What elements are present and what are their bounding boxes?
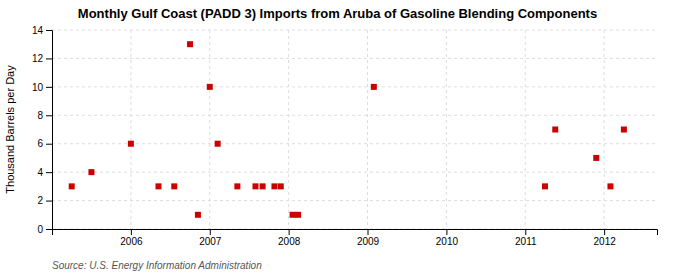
point	[593, 155, 599, 161]
x-grid-line	[367, 30, 368, 229]
point	[371, 84, 377, 90]
x-tick-mark	[446, 229, 447, 235]
y-tick-mark	[46, 30, 52, 31]
x-tick: 2008	[278, 229, 301, 247]
point	[260, 183, 266, 189]
point	[215, 141, 221, 147]
y-tick-label: 2	[37, 195, 43, 206]
x-tick-mark	[210, 229, 211, 235]
y-grid-line	[52, 58, 657, 59]
point	[88, 169, 94, 175]
y-tick-label: 8	[37, 110, 43, 121]
point	[69, 183, 75, 189]
point	[234, 183, 240, 189]
x-grid-line	[604, 30, 605, 229]
y-grid-line	[52, 115, 657, 116]
x-grid-line	[525, 30, 526, 229]
x-tick: 2011	[515, 229, 537, 247]
point	[128, 141, 134, 147]
point	[621, 127, 627, 133]
x-axis: 2006 2007 2008 2009 2010 2011 2012	[53, 229, 658, 247]
y-axis-title: Thousand Barrels per Day	[4, 65, 16, 194]
y-tick: 10	[32, 82, 52, 93]
x-tick-mark	[131, 229, 132, 235]
x-axis-line	[53, 230, 658, 236]
points	[69, 41, 627, 218]
y-tick: 14	[32, 25, 52, 36]
y-tick-mark	[46, 58, 52, 59]
y-grid-line	[52, 172, 657, 173]
chart: 2006 2007 2008 2009 2010 2011 2012 0 2 4 6 8 10 12 14 M…	[0, 0, 675, 275]
x-tick: 2006	[120, 229, 143, 247]
y-tick-mark	[46, 172, 52, 173]
point	[187, 41, 193, 47]
y-tick-mark	[46, 144, 52, 145]
x-tick: 2007	[199, 229, 222, 247]
point	[295, 212, 301, 218]
point	[253, 183, 259, 189]
y-tick-mark	[46, 201, 52, 202]
y-tick: 0	[37, 224, 52, 235]
x-tick-label: 2009	[357, 236, 380, 247]
x-grid-line	[130, 30, 131, 229]
point	[155, 183, 161, 189]
y-tick-mark	[46, 229, 52, 230]
point	[271, 183, 277, 189]
source-note: Source: U.S. Energy Information Administ…	[52, 260, 262, 271]
y-grid-line	[52, 200, 657, 201]
x-tick-mark	[525, 229, 526, 235]
x-tick-label: 2008	[278, 236, 301, 247]
y-tick: 12	[32, 53, 52, 64]
y-tick-mark	[46, 115, 52, 116]
x-tick-label: 2010	[436, 236, 459, 247]
y-tick-label: 10	[32, 82, 44, 93]
grid	[52, 30, 657, 229]
x-tick-label: 2012	[594, 236, 617, 247]
y-tick: 2	[37, 195, 52, 206]
title: Monthly Gulf Coast (PADD 3) Imports from…	[78, 6, 597, 21]
y-axis-line	[46, 31, 53, 230]
x-grid-line	[288, 30, 289, 229]
y-grid-line	[52, 86, 657, 87]
y-grid-line	[52, 30, 657, 31]
y-tick-label: 6	[37, 138, 43, 149]
y-tick: 6	[37, 138, 52, 149]
y-tick: 8	[37, 110, 52, 121]
x-tick-mark	[289, 229, 290, 235]
y-tick: 4	[37, 167, 52, 178]
y-tick-label: 14	[32, 25, 44, 36]
point	[278, 183, 284, 189]
point	[207, 84, 213, 90]
y-axis: 0 2 4 6 8 10 12 14	[32, 25, 53, 235]
y-tick-label: 0	[37, 224, 43, 235]
y-grid-line	[52, 143, 657, 144]
x-grid-line	[446, 30, 447, 229]
y-tick-label: 12	[32, 53, 44, 64]
x-tick-label: 2007	[199, 236, 222, 247]
point	[290, 212, 296, 218]
point	[607, 183, 613, 189]
x-tick-mark	[604, 229, 605, 235]
point	[542, 183, 548, 189]
plot-area: 2006 2007 2008 2009 2010 2011 2012 0 2 4 6 8 10 12 14	[32, 25, 658, 247]
point	[552, 127, 558, 133]
x-grid-line	[209, 30, 210, 229]
x-tick: 2010	[436, 229, 459, 247]
x-tick: 2009	[357, 229, 380, 247]
x-tick-mark	[368, 229, 369, 235]
x-tick: 2012	[594, 229, 617, 247]
y-tick-label: 4	[37, 167, 43, 178]
point	[171, 183, 177, 189]
x-tick-label: 2006	[120, 236, 143, 247]
point	[195, 212, 201, 218]
y-tick-mark	[46, 87, 52, 88]
x-tick-label: 2011	[515, 236, 537, 247]
